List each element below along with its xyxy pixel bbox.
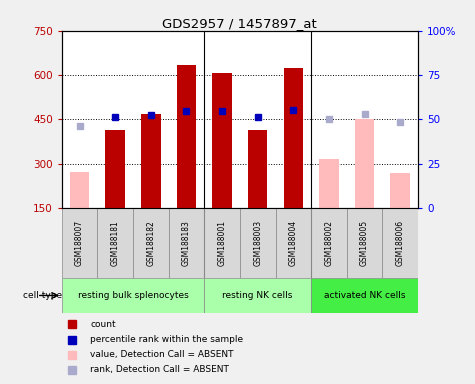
Bar	[204, 208, 240, 278]
Bar	[390, 173, 410, 208]
Text: resting bulk splenocytes: resting bulk splenocytes	[77, 291, 189, 300]
Bar	[248, 130, 267, 208]
Bar	[319, 159, 339, 208]
Bar	[105, 130, 125, 208]
Bar	[97, 208, 133, 278]
Bar	[141, 114, 161, 208]
Bar	[62, 208, 97, 278]
Text: GSM188002: GSM188002	[324, 220, 333, 266]
Text: percentile rank within the sample: percentile rank within the sample	[90, 335, 243, 344]
Text: GSM188006: GSM188006	[396, 220, 405, 266]
Text: activated NK cells: activated NK cells	[324, 291, 405, 300]
Bar	[177, 65, 196, 208]
Bar	[284, 68, 303, 208]
Bar	[70, 172, 89, 208]
Bar	[204, 278, 311, 313]
Text: GSM188001: GSM188001	[218, 220, 227, 266]
Title: GDS2957 / 1457897_at: GDS2957 / 1457897_at	[162, 17, 317, 30]
Text: value, Detection Call = ABSENT: value, Detection Call = ABSENT	[90, 350, 234, 359]
Text: count: count	[90, 320, 116, 329]
Text: GSM188183: GSM188183	[182, 220, 191, 266]
Text: GSM188005: GSM188005	[360, 220, 369, 266]
Text: resting NK cells: resting NK cells	[222, 291, 293, 300]
Bar	[382, 208, 418, 278]
Bar	[311, 278, 418, 313]
Text: GSM188004: GSM188004	[289, 220, 298, 266]
Text: cell type: cell type	[23, 291, 62, 300]
Text: GSM188003: GSM188003	[253, 220, 262, 266]
Bar	[311, 208, 347, 278]
Bar	[240, 208, 276, 278]
Text: GSM188181: GSM188181	[111, 220, 120, 266]
Bar	[355, 119, 374, 208]
Bar	[347, 208, 382, 278]
Text: rank, Detection Call = ABSENT: rank, Detection Call = ABSENT	[90, 366, 229, 374]
Text: GSM188182: GSM188182	[146, 220, 155, 266]
Bar	[133, 208, 169, 278]
Bar	[276, 208, 311, 278]
Bar	[169, 208, 204, 278]
Bar	[62, 278, 204, 313]
Bar	[212, 73, 232, 208]
Text: GSM188007: GSM188007	[75, 220, 84, 266]
